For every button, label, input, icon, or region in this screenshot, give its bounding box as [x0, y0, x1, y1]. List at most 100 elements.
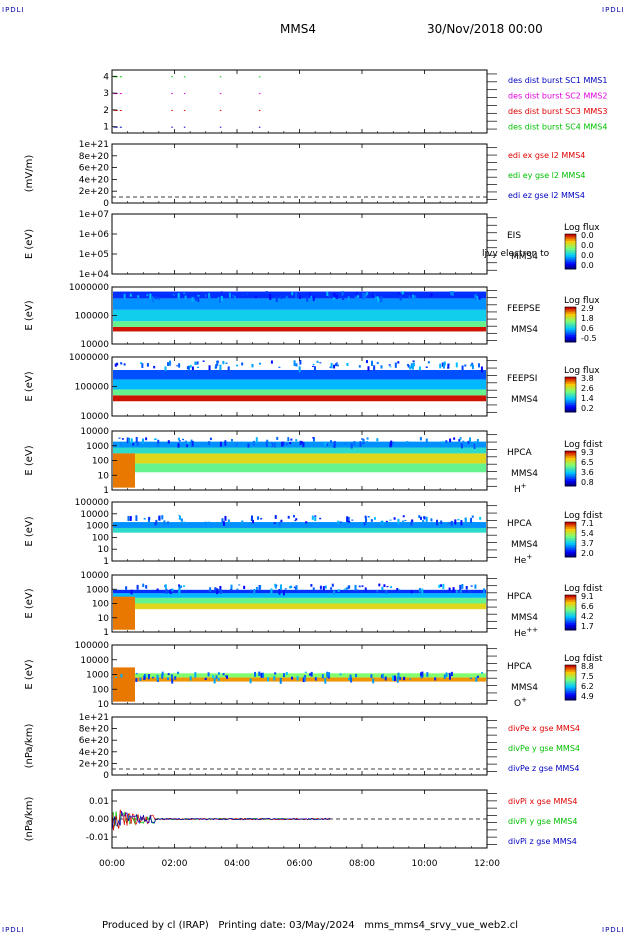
colorbar-segment	[565, 624, 576, 627]
spectrogram-speckle	[290, 585, 293, 589]
spectrogram-speckle	[270, 360, 273, 364]
spectrogram-speckle	[471, 515, 474, 518]
spectrogram-speckle	[169, 589, 172, 595]
footer-text: Produced by cl (IRAP) Printing date: 03/…	[102, 920, 518, 931]
spectrogram-speckle	[399, 295, 402, 301]
colorbar-title: Log flux	[564, 223, 600, 233]
spectrogram-speckle	[280, 519, 283, 523]
spectrogram-speckle	[156, 674, 159, 681]
spectrogram-speckle	[215, 675, 218, 679]
spectrogram-speckle	[394, 362, 397, 368]
y-tick-label: 10000	[80, 571, 109, 581]
spectrogram-speckle	[156, 588, 159, 592]
spectrogram-speckle	[376, 589, 379, 593]
spectrogram-speckle	[362, 293, 365, 300]
spectrogram-speckle	[278, 297, 281, 299]
colorbar-segment	[565, 539, 576, 542]
colorbar-segment	[565, 253, 576, 256]
spectrogram-speckle	[123, 363, 126, 366]
spectrogram-speckle	[410, 590, 413, 594]
spectrogram-speckle	[216, 588, 219, 595]
spectrogram-speckle	[196, 361, 199, 365]
spectrogram-speckle	[255, 437, 258, 443]
spectrogram-speckle	[313, 366, 316, 373]
spectrogram-speckle	[474, 294, 477, 299]
colorbar-segment	[565, 406, 576, 409]
colorbar-segment	[565, 527, 576, 530]
spectrogram-speckle	[286, 443, 289, 445]
spectrogram-speckle	[141, 363, 144, 369]
colorbar-segment	[565, 607, 576, 610]
y-axis-label: E (eV)	[24, 371, 35, 401]
y-tick-label: 10	[98, 614, 110, 624]
spectrogram-speckle	[455, 590, 458, 593]
spectrogram-speckle	[324, 441, 327, 447]
spacecraft-label: MMS4	[511, 540, 538, 550]
colorbar-segment	[565, 668, 576, 671]
spectrogram-speckle	[299, 440, 302, 446]
spectrogram-speckle	[464, 517, 467, 523]
panel-feepsi	[111, 356, 577, 417]
colorbar-segment	[565, 691, 576, 694]
spectrogram-speckle	[335, 363, 338, 367]
spectrogram-speckle	[324, 585, 327, 589]
spectrogram-speckle	[442, 363, 445, 369]
spectrogram-speckle	[207, 672, 210, 677]
panel-frame	[111, 716, 488, 776]
colorbar-segment	[565, 396, 576, 399]
colorbar-label: 4.2	[581, 612, 594, 621]
spectrogram-speckle	[189, 676, 192, 681]
spectrogram-speckle	[371, 292, 374, 298]
colorbar-label: 3.6	[581, 468, 594, 477]
colorbar-segment	[565, 315, 576, 318]
colorbar-segment	[565, 242, 576, 245]
spectrogram-hot-region	[113, 667, 135, 702]
y-tick-label: 100000	[75, 383, 110, 393]
spectrogram-speckle	[430, 293, 433, 297]
y-tick-label: 8e+20	[79, 725, 110, 735]
spectrogram-speckle	[254, 671, 257, 677]
colorbar-segment	[565, 408, 576, 411]
spectrogram-speckle	[448, 587, 451, 591]
spectrogram-speckle	[255, 586, 258, 590]
colorbar-segment	[565, 258, 576, 261]
spectrogram-speckle	[220, 291, 223, 294]
spectrogram-speckle	[117, 443, 120, 448]
spectrogram-speckle	[289, 442, 292, 445]
spectrogram-speckle	[295, 439, 298, 442]
spectrogram-speckle	[467, 440, 470, 444]
colorbar-segment	[565, 454, 576, 457]
spectrogram-speckle	[219, 364, 222, 371]
colorbar-segment	[565, 696, 576, 699]
colorbar-segment	[565, 537, 576, 540]
spectrogram-speckle	[222, 521, 225, 526]
time-axis-label: 08:00	[349, 859, 375, 869]
spectrogram-speckle	[189, 364, 192, 368]
spectrogram-speckle	[469, 677, 472, 680]
time-axis-label: 12:00	[474, 859, 500, 869]
colorbar-segment	[565, 256, 576, 259]
spectrogram-speckle	[325, 443, 328, 446]
spectrogram-speckle	[303, 675, 306, 682]
spectrogram-speckle	[267, 677, 270, 682]
instrument-label: FEEPSI	[507, 374, 537, 384]
colorbar-segment	[565, 410, 576, 413]
colorbar-segment	[565, 322, 576, 325]
spectrogram-speckle	[373, 293, 376, 296]
spectrogram-speckle	[202, 360, 205, 362]
spectrogram-speckle	[270, 588, 273, 594]
y-tick-label: 1000000	[69, 353, 109, 363]
spectrogram-speckle	[364, 587, 367, 593]
spectrogram-speckle	[139, 677, 142, 681]
colorbar-segment	[565, 251, 576, 254]
spectrogram-speckle	[373, 517, 376, 520]
spectrogram-speckle	[468, 590, 471, 593]
burst-mark	[113, 109, 116, 111]
spectrogram-speckle	[409, 292, 412, 298]
colorbar-segment	[565, 234, 576, 237]
spectrogram-speckle	[430, 518, 433, 522]
y-tick-label: 0.01	[89, 797, 109, 807]
legend-entry: edi ey gse l2 MMS4	[508, 171, 586, 180]
spectrogram-speckle	[439, 363, 442, 369]
spectrogram-speckle	[412, 294, 415, 299]
